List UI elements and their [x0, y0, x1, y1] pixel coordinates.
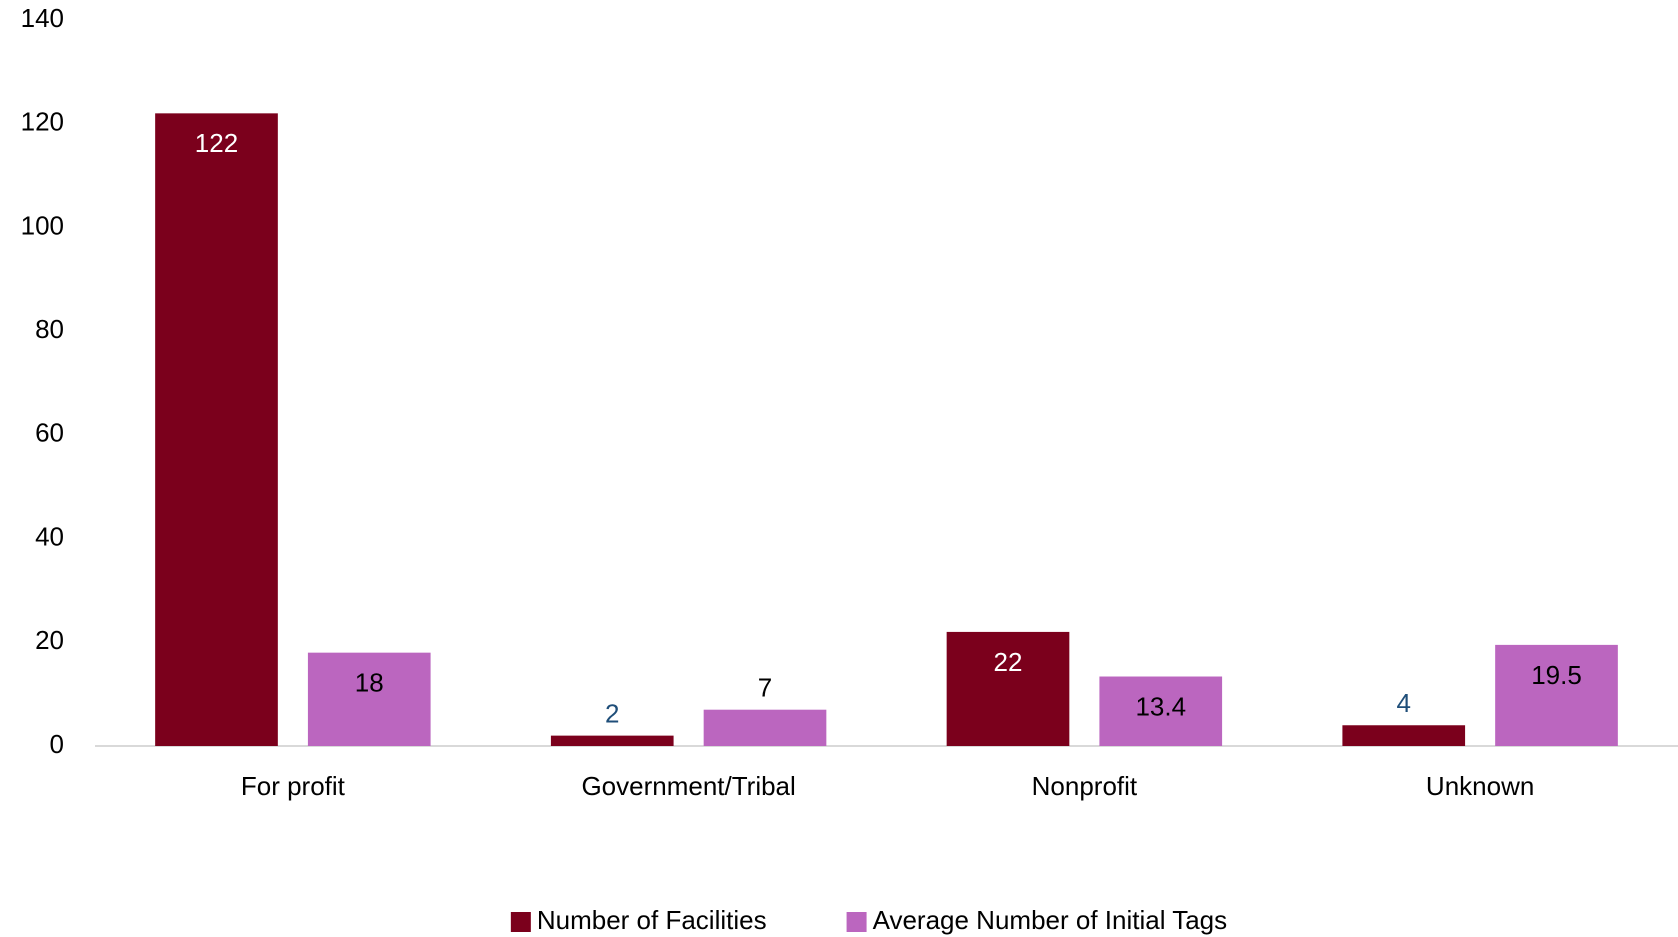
data-label: 122: [195, 128, 238, 158]
data-label: 2: [605, 699, 619, 729]
x-tick-label: Government/Tribal: [581, 771, 795, 801]
y-tick-label: 80: [35, 314, 64, 344]
x-tick-label: Nonprofit: [1032, 771, 1138, 801]
bar: [1342, 725, 1466, 746]
bar: [155, 113, 278, 747]
y-tick-label: 20: [35, 625, 64, 655]
y-tick-label: 140: [21, 3, 64, 33]
y-tick-label: 100: [21, 210, 64, 240]
bar: [550, 735, 674, 746]
bar: [703, 709, 827, 746]
bar: [1099, 676, 1223, 746]
y-tick-label: 60: [35, 418, 64, 448]
bar: [307, 652, 431, 746]
x-tick-label: Unknown: [1426, 771, 1534, 801]
legend-swatch: [510, 912, 531, 932]
bar: [946, 631, 1070, 746]
data-label: 18: [355, 668, 384, 698]
y-tick-label: 0: [50, 729, 64, 759]
y-tick-label: 120: [21, 107, 64, 137]
legend-label: Average Number of Initial Tags: [873, 905, 1228, 935]
data-label: 22: [994, 647, 1023, 677]
legend-label: Number of Facilities: [537, 905, 767, 935]
data-label: 7: [758, 673, 772, 703]
data-label: 4: [1397, 688, 1411, 718]
y-tick-label: 40: [35, 521, 64, 551]
bar: [1495, 644, 1618, 746]
legend-swatch: [846, 912, 867, 932]
data-label: 13.4: [1135, 691, 1186, 721]
x-tick-label: For profit: [241, 771, 346, 801]
data-label: 19.5: [1531, 660, 1582, 690]
